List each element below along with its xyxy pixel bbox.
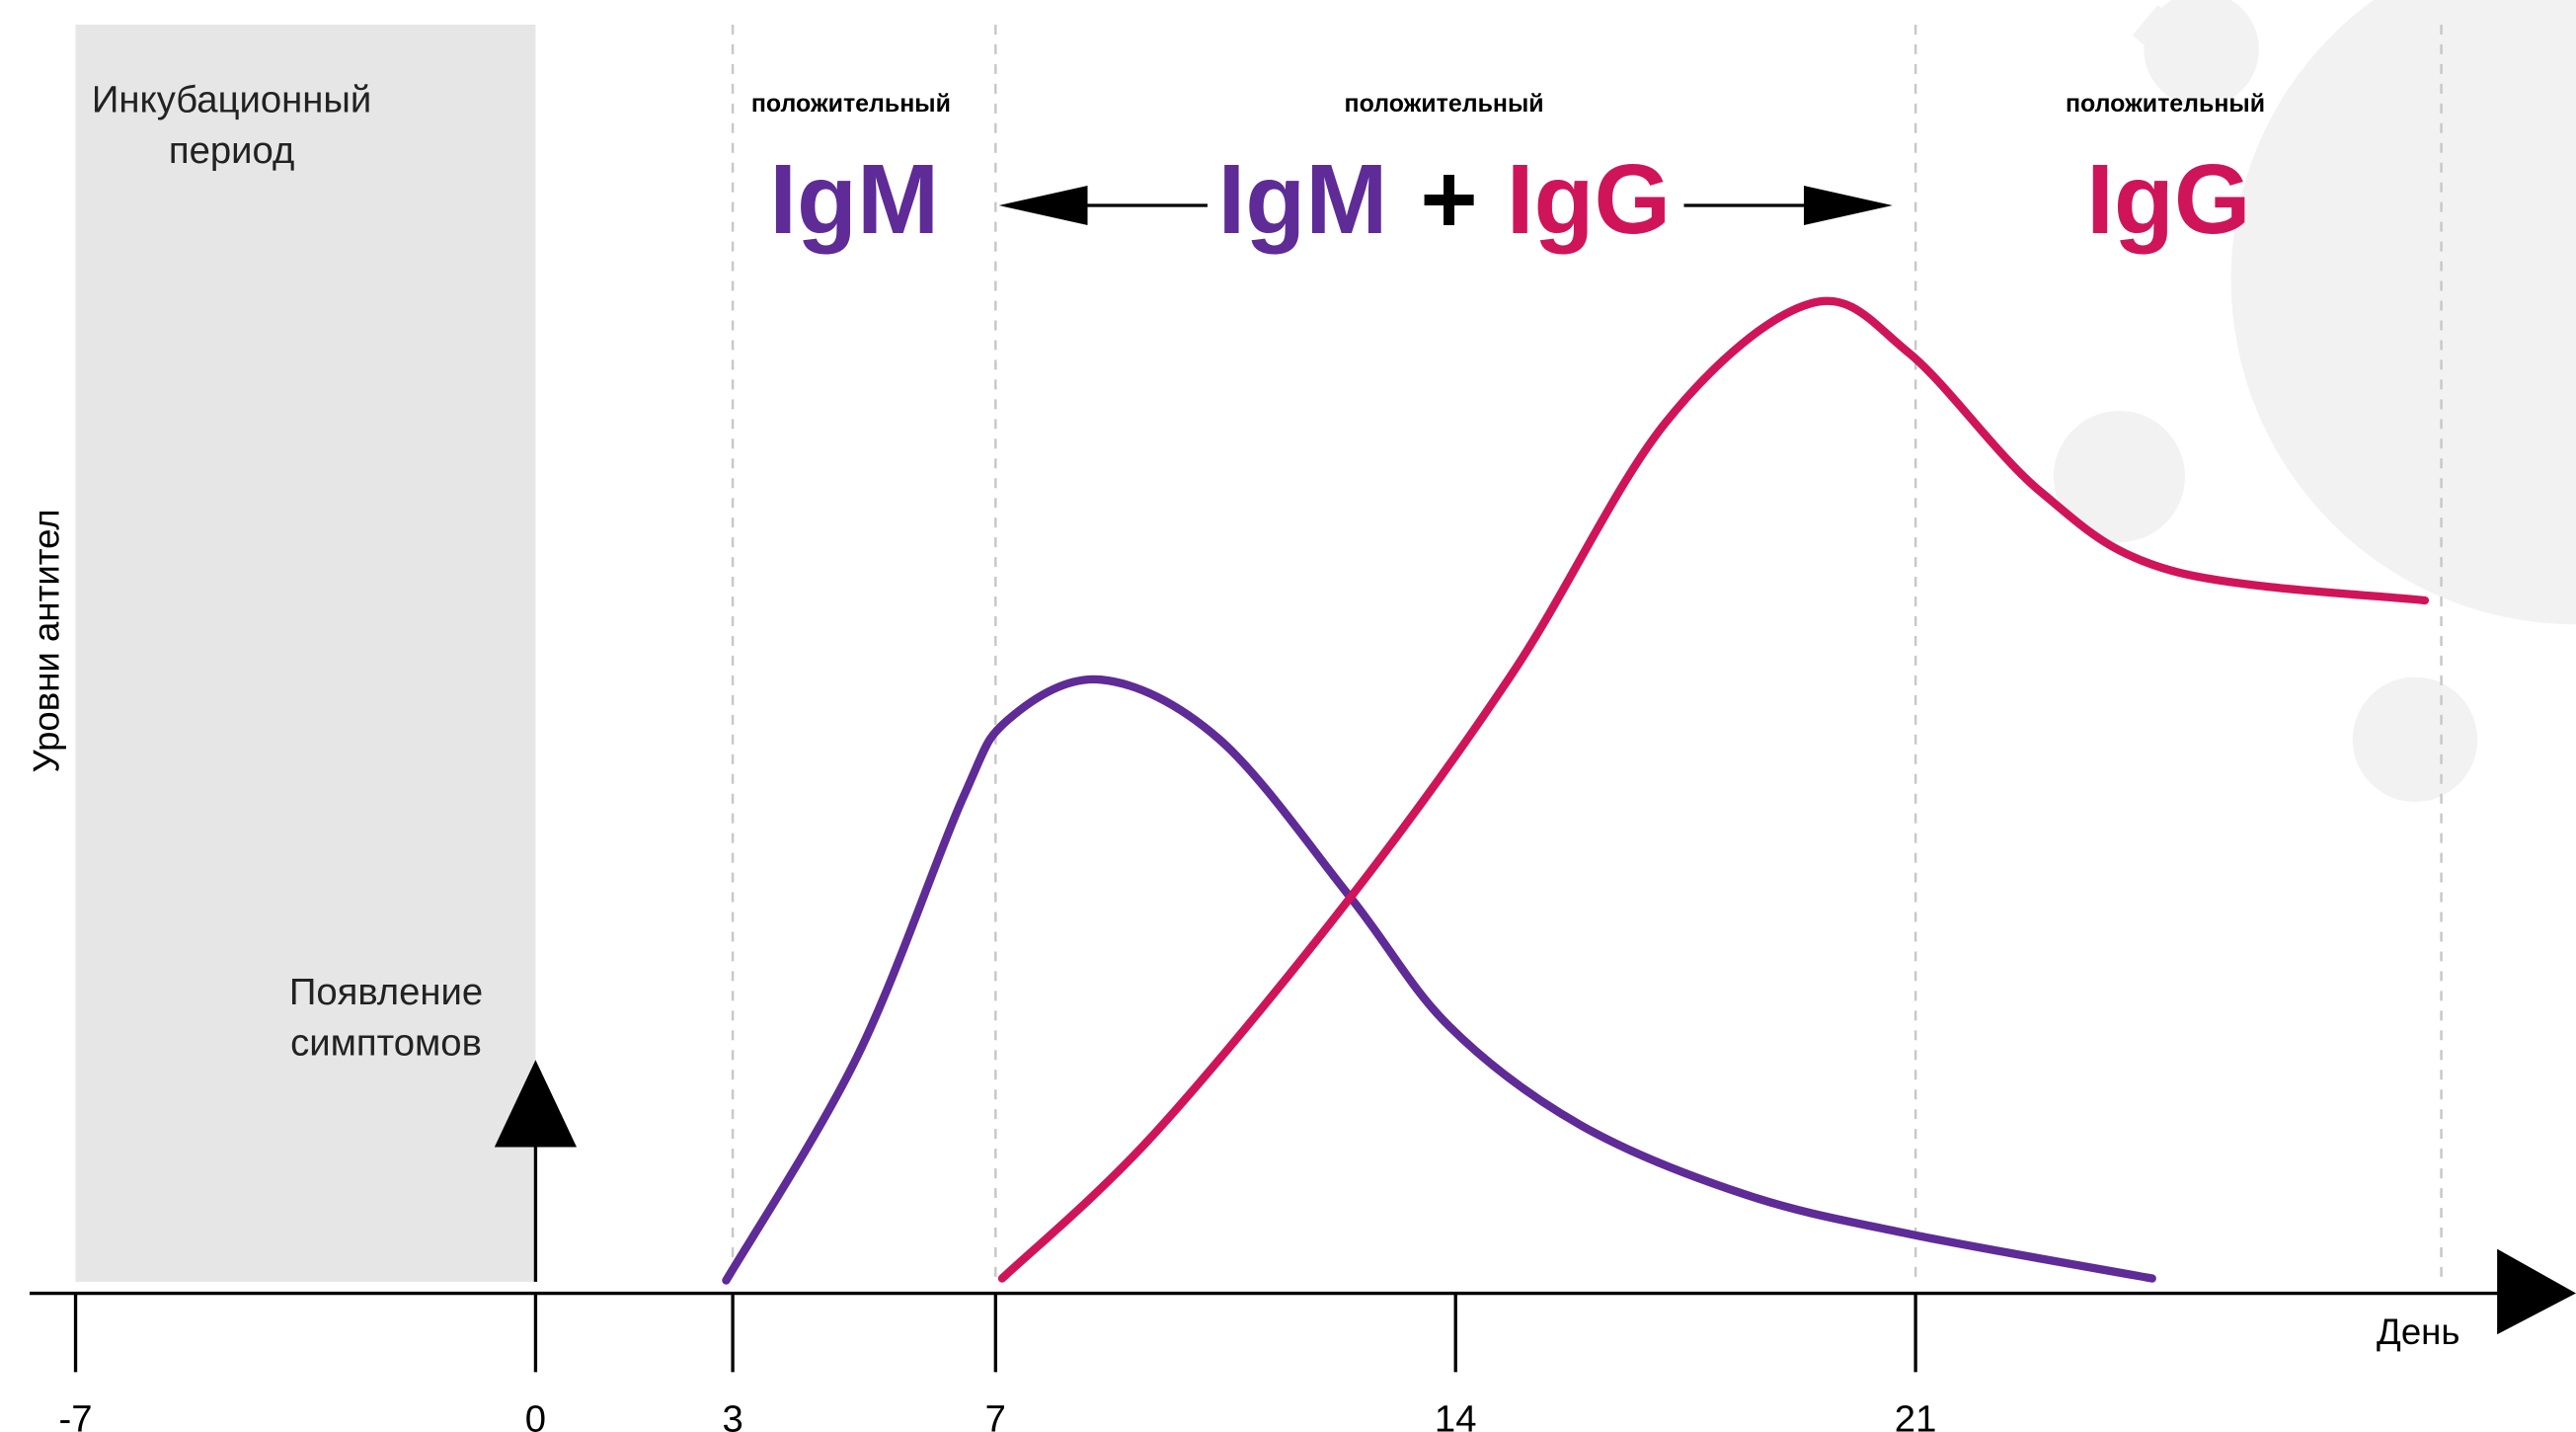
incubation-label: период	[169, 129, 294, 172]
virus-decoration	[2053, 0, 2576, 803]
phase-label: IgG	[2086, 145, 2250, 255]
phase-caption: положительный	[751, 90, 951, 118]
arrow-head	[998, 186, 1088, 225]
arrow-head	[1803, 186, 1893, 225]
x-tick-label: 3	[722, 1397, 742, 1432]
x-tick-label: -7	[59, 1397, 93, 1432]
phase-caption: положительный	[1345, 90, 1544, 118]
y-axis-label: Уровни антител	[27, 509, 67, 772]
incubation-label: Инкубационный	[92, 78, 371, 120]
x-tick-label: 7	[985, 1397, 1006, 1432]
incubation-span	[75, 24, 536, 1282]
antibody-curve	[722, 675, 2156, 1285]
event-arrow-head	[494, 1060, 578, 1148]
x-tick-label: 0	[525, 1397, 546, 1432]
antibody-curve	[997, 296, 2430, 1283]
phase-label: IgG	[1507, 145, 1671, 255]
phase-label: IgM	[1218, 145, 1388, 255]
x-axis-label: День	[2377, 1312, 2459, 1352]
x-axis-arrow	[2497, 1248, 2576, 1335]
event-label: симптомов	[290, 1021, 482, 1064]
phase-caption: положительный	[2066, 90, 2265, 118]
phase-label: IgM	[769, 145, 939, 255]
phase-label: +	[1420, 145, 1477, 255]
x-tick-label: 14	[1435, 1397, 1477, 1432]
x-tick-label: 21	[1895, 1397, 1937, 1432]
event-label: Появление	[289, 971, 483, 1013]
